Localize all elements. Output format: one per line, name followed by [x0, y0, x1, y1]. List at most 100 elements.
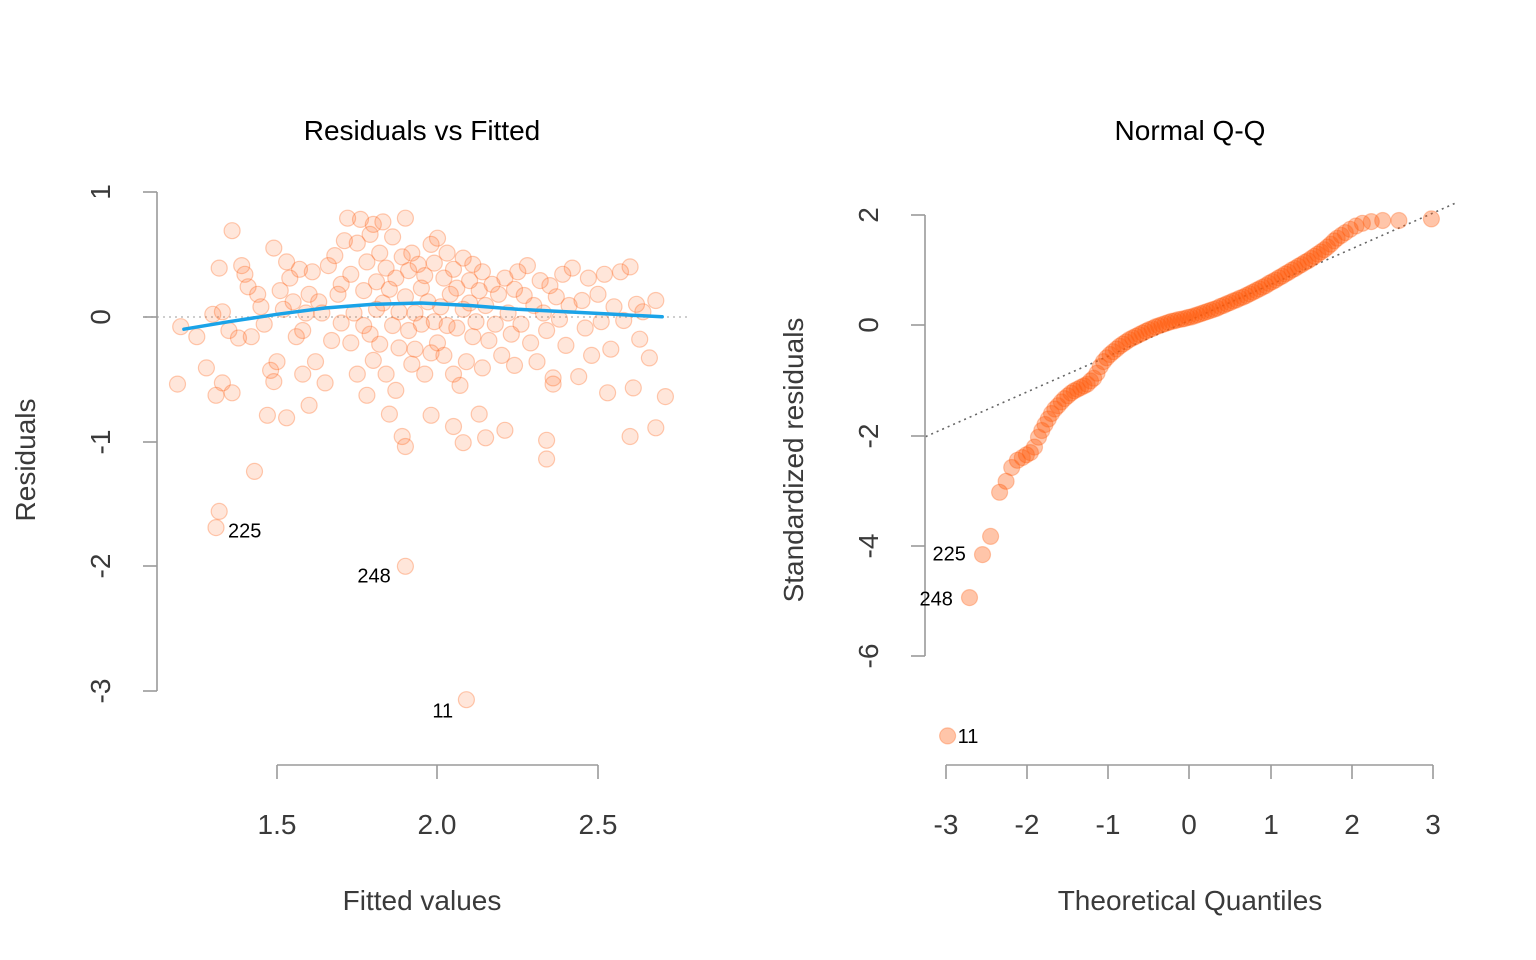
data-point: [223, 384, 241, 402]
data-point: [265, 239, 283, 257]
data-point: [489, 285, 508, 303]
data-point: [1299, 252, 1317, 270]
data-point: [557, 336, 575, 354]
data-point: [361, 325, 379, 343]
data-point: [1218, 295, 1236, 313]
data-point: [1224, 292, 1242, 310]
data-point: [537, 431, 556, 449]
data-point: [627, 295, 646, 313]
data-point: [1166, 312, 1184, 330]
data-point: [1098, 349, 1116, 367]
data-point: [223, 222, 241, 240]
data-point: [361, 225, 379, 243]
data-point: [1182, 308, 1200, 326]
data-point: [1124, 329, 1142, 347]
data-point: [348, 365, 366, 383]
data-point: [1312, 243, 1330, 261]
data-point: [1188, 306, 1207, 324]
data-point: [537, 450, 556, 468]
data-point: [656, 388, 675, 406]
data-point: [1211, 297, 1229, 316]
residuals-vs-fitted-panel: Residuals vs Fitted 1 0 -1 -2 -3 1.5 2.0…: [10, 115, 690, 916]
data-point: [1201, 301, 1220, 319]
data-point: [647, 291, 665, 310]
data-point: [573, 291, 591, 310]
data-point: [621, 258, 639, 276]
x-tick-label: 2.5: [579, 809, 618, 840]
data-point: [258, 406, 276, 424]
data-point: [570, 368, 588, 386]
data-point: [390, 339, 408, 357]
data-point: [1078, 375, 1096, 393]
data-point: [210, 502, 228, 520]
data-point: [1237, 286, 1255, 305]
data-point: [1250, 280, 1268, 298]
data-point: [444, 417, 463, 436]
data-point: [1283, 261, 1301, 279]
data-point: [496, 269, 514, 287]
data-point: [396, 557, 414, 575]
data-point: [1143, 320, 1161, 338]
data-point: [582, 346, 601, 364]
outlier-label: 248: [920, 589, 953, 611]
data-point: [358, 386, 376, 404]
data-point: [1227, 291, 1246, 309]
data-point: [1318, 238, 1337, 256]
data-point: [1059, 387, 1077, 405]
data-point: [168, 375, 187, 393]
data-point: [938, 727, 957, 745]
data-point: [1117, 333, 1135, 351]
data-point: [422, 344, 440, 362]
data-point: [454, 249, 472, 267]
data-point: [384, 228, 402, 246]
data-point: [329, 285, 347, 303]
data-point: [262, 361, 280, 379]
data-point: [512, 315, 530, 333]
data-point: [364, 351, 382, 369]
data-point: [547, 288, 565, 306]
data-point: [990, 483, 1009, 501]
data-point: [422, 235, 440, 253]
data-point: [249, 285, 267, 303]
data-point: [271, 282, 289, 300]
y-tick-label: -2: [853, 424, 884, 449]
data-point: [412, 279, 430, 297]
data-point: [1336, 224, 1354, 242]
data-point: [631, 330, 649, 348]
data-point: [1270, 269, 1288, 287]
y-tick-label: 0: [853, 317, 884, 333]
data-point: [371, 244, 389, 262]
data-point: [448, 279, 466, 297]
data-point: [332, 314, 350, 332]
data-point: [1072, 378, 1090, 397]
data-point: [303, 263, 321, 281]
data-point: [326, 247, 344, 265]
data-point: [1240, 285, 1259, 303]
data-point: [1091, 358, 1109, 376]
data-point: [403, 244, 421, 262]
data-point: [1017, 446, 1036, 464]
data-point: [451, 376, 469, 394]
data-point: [435, 346, 453, 364]
data-point: [380, 405, 398, 423]
data-point: [197, 359, 215, 377]
data-point: [348, 234, 366, 252]
data-point: [997, 472, 1015, 490]
data-point: [204, 305, 222, 323]
data-point: [396, 437, 414, 456]
data-point: [265, 373, 283, 391]
data-point: [1332, 226, 1350, 244]
data-point: [470, 282, 488, 300]
data-point: [287, 328, 305, 346]
data-point: [396, 209, 414, 227]
data-point: [409, 255, 427, 273]
data-point: [1296, 253, 1314, 271]
data-point: [1328, 229, 1346, 247]
data-point: [425, 313, 443, 331]
data-point: [477, 429, 495, 447]
data-point: [252, 298, 270, 316]
data-point: [1322, 235, 1340, 253]
data-point: [1247, 281, 1265, 300]
data-point: [444, 365, 463, 383]
data-point: [1325, 232, 1343, 250]
